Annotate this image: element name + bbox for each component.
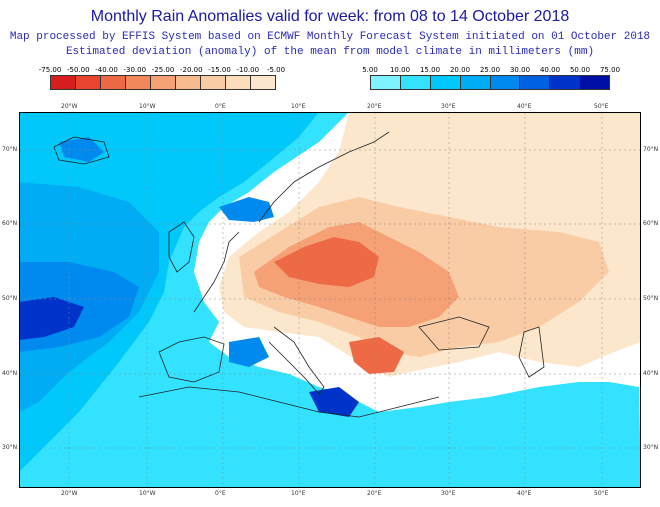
legend-positive-bar: [370, 75, 610, 90]
legend-tick-label: 20.00: [449, 66, 471, 74]
legend-swatch: [251, 76, 275, 89]
legend-tick-label: -75.00: [38, 66, 62, 74]
legend-tick-label: 15.00: [419, 66, 441, 74]
legend-swatch: [101, 76, 126, 89]
latitude-label-right: 30°N: [643, 444, 659, 451]
longitude-label-bottom: 10°E: [291, 490, 306, 497]
longitude-label-top: 40°E: [517, 103, 532, 110]
atlantic-positive-zone-5: [19, 297, 84, 340]
iceland: [53, 136, 110, 165]
anomaly-map: [19, 112, 641, 488]
legend-tick-label: 25.00: [479, 66, 501, 74]
legend-tick-label: 50.00: [569, 66, 591, 74]
longitude-label-top: 30°E: [441, 103, 456, 110]
legend-swatch: [520, 76, 551, 89]
legend-positive-labels: 5.00 10.00 15.00 20.00 25.00 30.00 40.00 50.00 7…: [362, 66, 620, 76]
norway-positive-zone: [219, 197, 274, 222]
longitude-label-bottom: 40°E: [517, 490, 532, 497]
map-subtitle-units: Estimated deviation (anomaly) of the mea…: [65, 46, 595, 58]
legend-tick-label: 75.00: [599, 66, 621, 74]
legend-swatch: [430, 76, 461, 89]
latitude-label-right: 60°N: [643, 220, 659, 227]
map-subtitle-processing: Map processed by EFFIS System based on E…: [9, 31, 651, 43]
longitude-label-bottom: 50°E: [594, 490, 609, 497]
latitude-label-left: 60°N: [2, 220, 18, 227]
legend-swatch: [400, 76, 431, 89]
legend-tick-label: 40.00: [539, 66, 561, 74]
legend-swatch: [51, 76, 76, 89]
italy-coast: [268, 326, 325, 395]
map-title: Monthly Rain Anomalies valid for week: f…: [90, 8, 570, 25]
legend-swatch: [176, 76, 201, 89]
legend-tick-label: -10.00: [236, 66, 260, 74]
legend-swatch: [460, 76, 491, 89]
western-europe-coast: [193, 231, 240, 313]
legend-tick-label: -30.00: [123, 66, 147, 74]
balkan-negative-zone: [349, 337, 404, 374]
longitude-label-bottom: 20°E: [367, 490, 382, 497]
iceland-positive-zone: [59, 137, 104, 162]
legend-tick-label: -50.00: [66, 66, 90, 74]
black-sea: [418, 316, 490, 351]
legend-tick-label: 5.00: [362, 66, 378, 74]
longitude-label-bottom: 0°E: [215, 490, 226, 497]
legend-swatch: [490, 76, 521, 89]
legend-swatch: [550, 76, 581, 89]
longitude-label-bottom: 30°E: [441, 490, 456, 497]
legend-swatch: [580, 76, 609, 89]
legend-swatch: [371, 76, 401, 89]
longitude-label-top: 20°E: [367, 103, 382, 110]
longitude-label-top: 50°E: [594, 103, 609, 110]
legend-tick-label: -20.00: [179, 66, 203, 74]
caspian-sea: [518, 326, 545, 378]
latitude-label-right: 50°N: [643, 295, 659, 302]
latitude-label-left: 30°N: [2, 444, 18, 451]
tyrrhenian-positive-zone: [229, 337, 269, 367]
scandinavia-coast: [258, 131, 390, 223]
latitude-label-left: 50°N: [2, 295, 18, 302]
longitude-label-top: 0°E: [215, 103, 226, 110]
longitude-label-top: 10°W: [139, 103, 156, 110]
graticule: [19, 112, 641, 488]
longitude-label-bottom: 10°W: [139, 490, 156, 497]
legend-swatch: [126, 76, 151, 89]
legend-tick-label: -25.00: [151, 66, 175, 74]
continental-negative-zone-4: [274, 237, 379, 287]
legend-tick-label: 10.00: [389, 66, 411, 74]
legend-tick-label: -40.00: [95, 66, 118, 74]
map-frame: [19, 112, 641, 488]
longitude-label-top: 10°E: [291, 103, 306, 110]
legend-negative-labels: -75.00 -50.00 -40.00 -30.00 -25.00 -20.00 -15.…: [39, 66, 285, 76]
legend-swatch: [151, 76, 176, 89]
legend-swatch: [76, 76, 101, 89]
latitude-label-left: 70°N: [2, 146, 18, 153]
legend-tick-label: -5.00: [266, 66, 286, 74]
legend-swatch: [226, 76, 251, 89]
longitude-label-top: 20°W: [61, 103, 78, 110]
legend-tick-label: 30.00: [509, 66, 531, 74]
latitude-label-right: 40°N: [643, 370, 659, 377]
iberia-coast: [158, 336, 225, 383]
legend-swatch: [201, 76, 226, 89]
coastlines: [53, 131, 545, 418]
longitude-label-bottom: 20°W: [61, 490, 78, 497]
legend-negative-bar: [50, 75, 276, 90]
latitude-label-left: 40°N: [2, 370, 18, 377]
british-isles: [168, 221, 195, 273]
legend-tick-label: -15.00: [208, 66, 231, 74]
italy-positive-zone: [309, 387, 359, 417]
latitude-label-right: 70°N: [643, 146, 659, 153]
